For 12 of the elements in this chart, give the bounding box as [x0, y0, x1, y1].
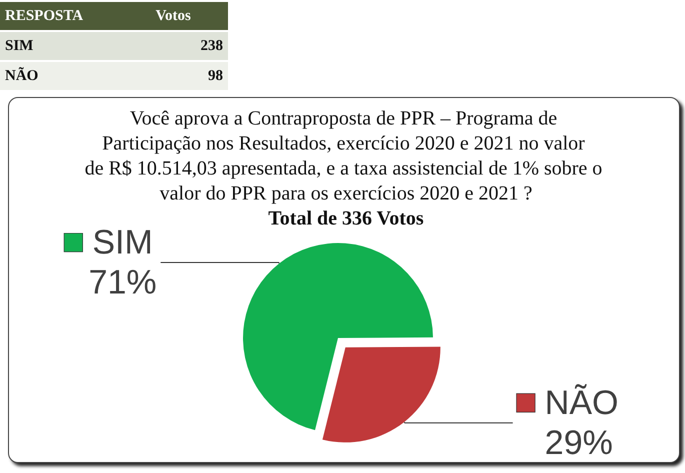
text: RESPOSTA — [0, 2, 151, 30]
legend-label: NÃO — [544, 384, 618, 422]
data-label: 29% — [544, 424, 613, 462]
data-label: 71% — [88, 264, 157, 302]
legend-label: SIM — [92, 224, 153, 262]
chart-subtitle: Total de 336 Votos — [268, 208, 424, 230]
data-label: 98 — [150, 62, 228, 90]
category-label: NÃO — [0, 62, 151, 90]
text: Votos — [150, 2, 228, 30]
chart-title: Você aprova a Contraproposta de PPR – Programa de Participação nos Resultados, exercício 2020 e 2021 no valor de R$ 10.514,03 apresentada, e a taxa assistencial de 1% sobre o valor do PPR para os exercícios 2020 e 2021 ? — [84, 108, 608, 204]
data-label: 238 — [150, 32, 228, 60]
category-label: SIM — [0, 32, 151, 60]
